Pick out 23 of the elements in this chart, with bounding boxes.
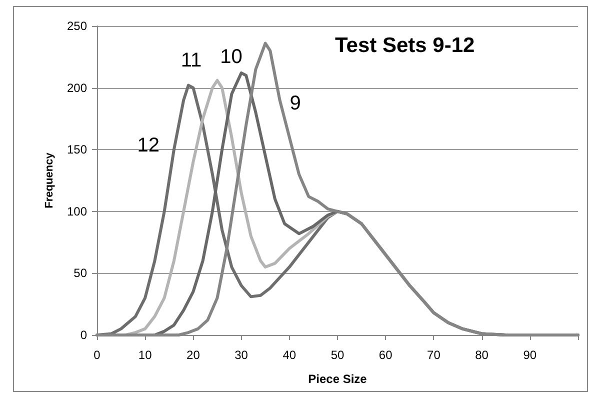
y-tick-label: 50 [74,266,88,280]
y-tick-label: 200 [66,80,88,95]
y-tick-label: 0 [80,328,88,342]
x-tick-label: 50 [330,348,344,362]
y-tick-label: 150 [66,142,88,157]
series-label: 12 [137,134,160,156]
x-tick-label: 0 [94,348,101,362]
x-tick-label: 90 [523,348,537,362]
x-tick-label: 80 [475,348,489,362]
x-tick-label: 30 [234,348,248,362]
x-tick-label: 60 [378,348,393,362]
series-label: 10 [220,46,242,68]
chart-title: Test Sets 9-12 [335,34,475,57]
series-label: 9 [290,92,301,114]
series-label: 11 [180,49,202,72]
x-tick-label: 10 [138,348,152,362]
y-axis-title: Frequency [44,152,56,208]
x-tick-label: 40 [282,348,296,362]
x-tick-label: 70 [427,348,441,362]
x-axis-title: Piece Size [308,372,368,386]
y-tick-label: 250 [66,19,88,33]
x-tick-label: 20 [186,348,200,362]
y-tick-label: 100 [66,204,88,218]
